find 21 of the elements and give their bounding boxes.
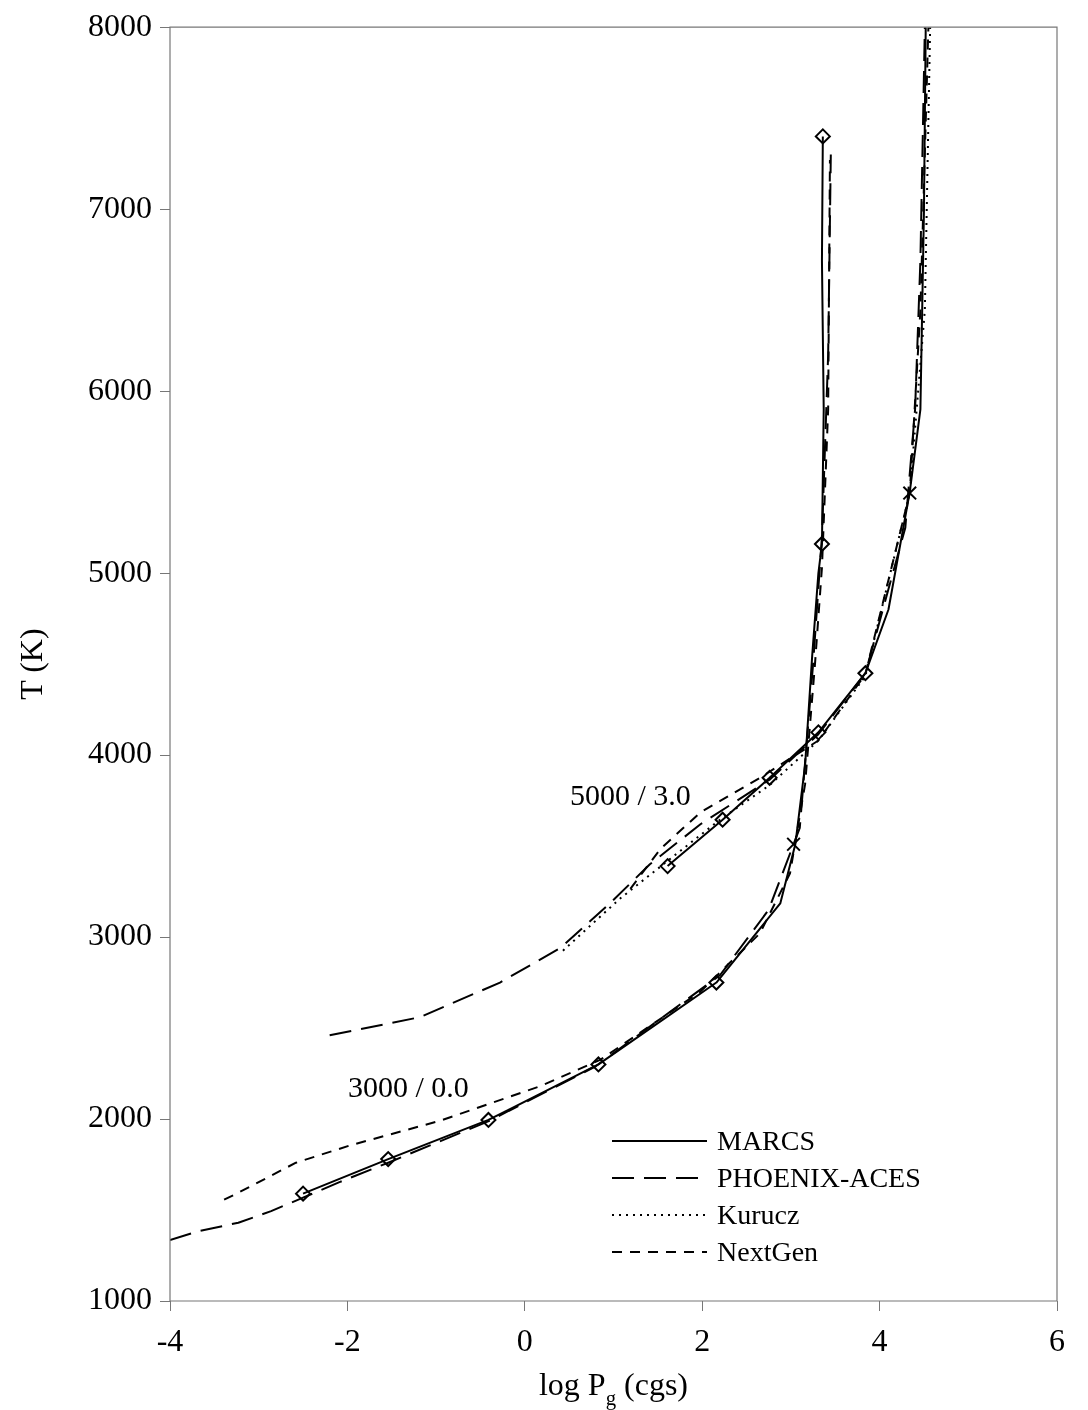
y-tick-label: 4000 [88,734,152,771]
x-tick-label: 6 [1049,1321,1065,1358]
x-tick-label: 0 [516,1321,533,1358]
x-tick-label: -2 [334,1321,361,1358]
annotation: 5000 / 3.0 [570,778,691,811]
annotation: 3000 / 0.0 [348,1070,469,1103]
y-tick-label: 6000 [88,370,152,407]
y-tick-label: 1000 [88,1280,152,1317]
y-tick-label: 8000 [88,6,152,43]
y-tick-label: 7000 [88,188,152,225]
y-tick-label: 3000 [88,916,152,953]
y-axis-title: T (K) [12,628,49,700]
y-tick-label: 2000 [88,1098,152,1135]
legend-label: PHOENIX-ACES [717,1162,921,1193]
y-tick-label: 5000 [88,552,152,589]
legend-label: MARCS [717,1125,816,1156]
x-tick-label: -4 [156,1321,184,1358]
legend-label: Kurucz [717,1199,800,1230]
x-tick-label: 2 [694,1321,711,1358]
legend-label: NextGen [717,1236,819,1267]
x-tick-label: 4 [871,1321,888,1358]
